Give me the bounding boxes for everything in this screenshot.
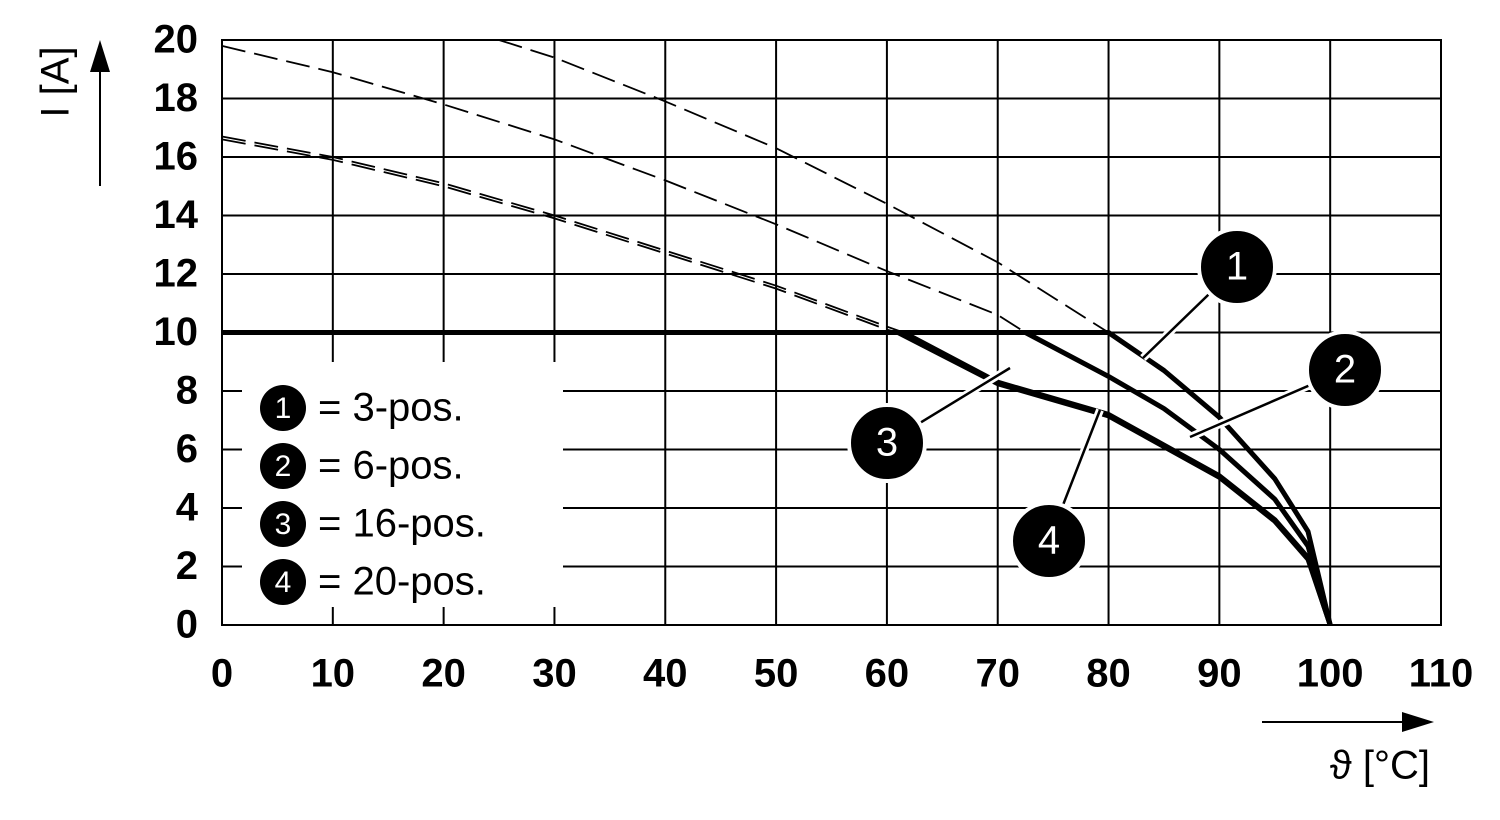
ticks: 0 10 20 30 40 50 60 70 80 90 100 110024681012141618… bbox=[154, 18, 1474, 696]
legend-badge bbox=[260, 443, 306, 489]
callout-badge bbox=[1197, 227, 1277, 307]
rated-curve bbox=[221, 45, 1026, 334]
derated-curve bbox=[222, 330, 1333, 626]
rated-curve bbox=[498, 39, 1109, 334]
callout-badge bbox=[1009, 501, 1089, 581]
y-tick-label: 16 bbox=[154, 135, 199, 179]
y-tick-label: 12 bbox=[154, 252, 199, 296]
y-tick-label: 20 bbox=[154, 18, 199, 62]
callout-badge bbox=[847, 403, 927, 483]
y-tick-label: 8 bbox=[176, 369, 198, 413]
x-tick-label: 110 bbox=[1409, 652, 1474, 696]
legend-badge-number: 2 bbox=[275, 450, 292, 483]
callout-number: 3 bbox=[876, 421, 898, 465]
x-axis-arrowhead bbox=[1402, 712, 1434, 732]
callout-number: 1 bbox=[1226, 245, 1248, 289]
legend-label: = 3-pos. bbox=[318, 386, 464, 430]
callouts: 1 2 3 4 bbox=[847, 227, 1385, 581]
rated-curve bbox=[221, 138, 899, 334]
legend-label: = 16-pos. bbox=[318, 502, 486, 546]
legend-badge-number: 4 bbox=[275, 566, 292, 599]
y-tick-label: 6 bbox=[176, 427, 198, 471]
x-tick-label: 30 bbox=[532, 652, 577, 696]
legend-badge bbox=[260, 385, 306, 431]
callout-number: 2 bbox=[1334, 348, 1356, 392]
derated-curve bbox=[222, 330, 1333, 626]
x-axis-title: ϑ [°C] bbox=[1330, 744, 1430, 788]
x-tick-label: 90 bbox=[1197, 652, 1242, 696]
x-tick-label: 50 bbox=[754, 652, 799, 696]
y-tick-label: 4 bbox=[176, 486, 199, 530]
plot-frame bbox=[221, 39, 1442, 626]
legend-label: = 6-pos. bbox=[318, 444, 464, 488]
y-tick-label: 10 bbox=[154, 310, 199, 354]
derated-curve bbox=[222, 330, 1333, 626]
legend-badge bbox=[260, 501, 306, 547]
legend-label: = 20-pos. bbox=[318, 560, 486, 604]
y-tick-label: 18 bbox=[154, 76, 199, 120]
legend-badge bbox=[260, 559, 306, 605]
x-tick-label: 100 bbox=[1297, 652, 1364, 696]
x-tick-label: 70 bbox=[975, 652, 1020, 696]
legend-badge-number: 1 bbox=[275, 392, 292, 425]
x-tick-label: 0 bbox=[211, 652, 233, 696]
y-tick-label: 14 bbox=[154, 193, 199, 237]
x-tick-label: 80 bbox=[1086, 652, 1131, 696]
x-tick-label: 10 bbox=[311, 652, 356, 696]
x-tick-label: 40 bbox=[643, 652, 688, 696]
y-axis-title: I [A] bbox=[34, 46, 78, 117]
callout-number: 4 bbox=[1038, 519, 1060, 563]
legend-badge-number: 3 bbox=[275, 508, 292, 541]
curves bbox=[221, 39, 1333, 626]
y-axis-arrowhead bbox=[90, 40, 110, 72]
y-tick-label: 2 bbox=[176, 544, 198, 588]
rated-curve bbox=[221, 135, 904, 334]
x-tick-label: 20 bbox=[421, 652, 466, 696]
legend: 1 = 3-pos. 2 = 6-pos. 3 = 16-pos. 4 = 20-pos. bbox=[260, 385, 486, 605]
x-tick-label: 60 bbox=[865, 652, 910, 696]
y-tick-label: 0 bbox=[176, 603, 198, 647]
callout-badge bbox=[1305, 330, 1385, 410]
